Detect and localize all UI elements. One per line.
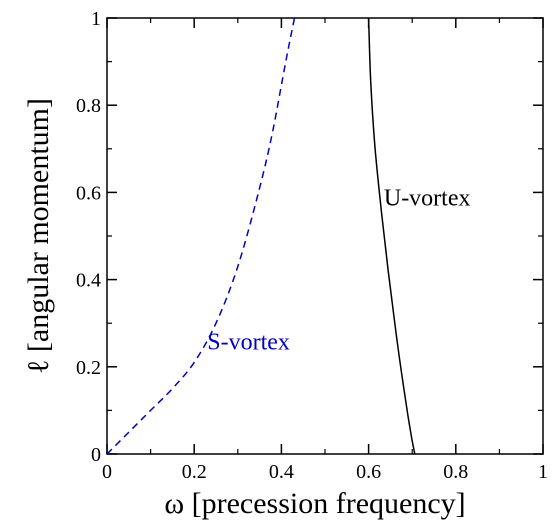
plot-frame [106, 17, 544, 455]
x-tick-label: 0 [102, 461, 112, 483]
y-tick-label: 0.6 [76, 182, 101, 204]
axis-ticks [106, 17, 544, 455]
annotation-u-vortex: U-vortex [384, 185, 471, 211]
x-tick-label: 0.6 [356, 461, 381, 483]
y-tick-label: 0.8 [76, 95, 101, 117]
series-line-s-vortex [106, 17, 296, 455]
x-tick-label: 0.8 [443, 461, 468, 483]
y-axis-title: ℓ [angular momentum] [22, 98, 55, 374]
series-line-u-vortex [367, 17, 416, 455]
y-tick-label: 1 [91, 8, 101, 30]
tick-labels: 0 0.2 0.4 0.6 0.8 1 0 0.2 0.4 0.6 0.8 1 [76, 8, 548, 483]
y-tick-label: 0 [91, 444, 101, 466]
annotation-s-vortex: S-vortex [207, 329, 290, 355]
x-axis-title: ω [precession frequency] [164, 487, 465, 520]
series-lines [106, 17, 416, 455]
x-tick-label: 0.4 [269, 461, 294, 483]
y-tick-label: 0.2 [76, 357, 101, 379]
x-tick-label: 1 [538, 461, 548, 483]
y-tick-label: 0.4 [76, 270, 101, 292]
annotations: S-vortex U-vortex [207, 185, 470, 355]
x-tick-label: 0.2 [182, 461, 207, 483]
